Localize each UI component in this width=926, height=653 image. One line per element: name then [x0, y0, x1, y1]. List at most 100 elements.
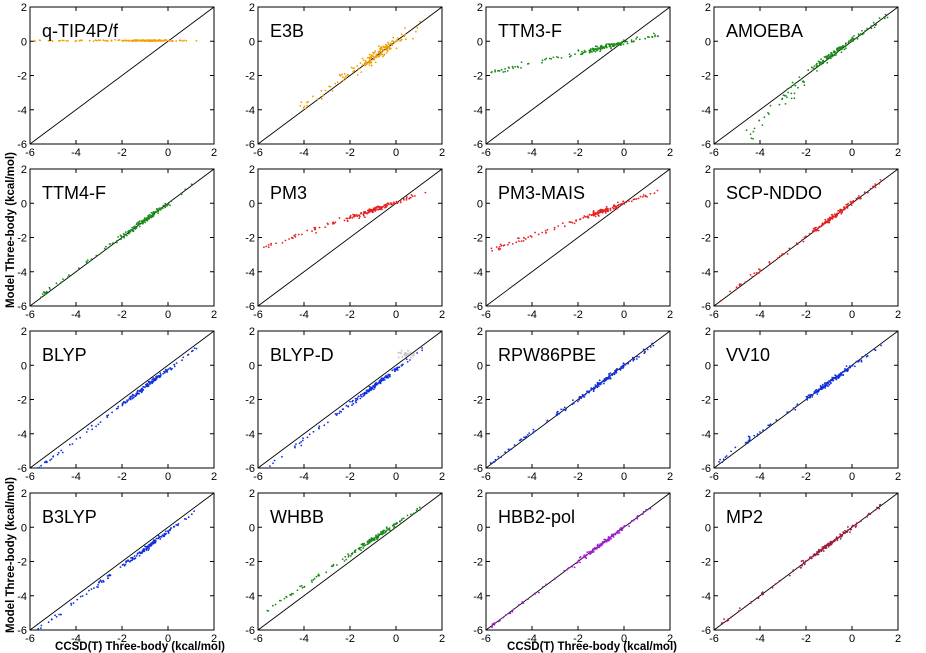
data-point	[840, 51, 843, 54]
data-point	[121, 404, 124, 407]
data-point	[150, 39, 153, 42]
data-point	[799, 566, 802, 569]
data-point	[281, 455, 283, 458]
y-tick-label: -2	[245, 557, 255, 569]
data-point	[630, 40, 633, 43]
data-point	[610, 538, 612, 540]
data-point	[786, 253, 789, 255]
x-tick-label: 2	[895, 471, 901, 483]
y-tick-label: 0	[705, 198, 711, 210]
data-point	[803, 84, 806, 87]
identity-line	[29, 6, 215, 145]
data-point	[832, 51, 835, 53]
identity-line	[257, 6, 443, 145]
data-point	[568, 53, 571, 56]
data-point	[788, 247, 791, 250]
scatter-points	[299, 20, 421, 110]
data-point	[142, 550, 145, 553]
panel-amoeba: -6-6 -4 -4 -2 -2 0 0 2 2 AMOEBA	[701, 2, 901, 159]
data-point	[590, 552, 592, 554]
data-point	[367, 541, 369, 543]
data-point	[813, 554, 816, 556]
data-point	[324, 226, 327, 229]
data-point	[318, 226, 321, 229]
data-point	[620, 366, 623, 368]
data-point	[826, 382, 829, 385]
data-point	[42, 291, 45, 293]
data-point	[840, 213, 843, 215]
data-point	[571, 564, 574, 567]
data-point	[756, 272, 759, 275]
data-point	[164, 39, 167, 41]
data-point	[114, 39, 116, 41]
data-point	[514, 65, 517, 68]
data-point	[93, 587, 95, 589]
y-tick-label: 0	[21, 360, 27, 372]
data-point	[599, 47, 602, 49]
data-point	[95, 425, 97, 428]
data-point	[404, 33, 406, 36]
data-point	[183, 517, 186, 520]
data-point	[773, 260, 776, 262]
panel-grid: -6-6-4-4-2-20022q-TIP4P/f-6-6-4-4-2-2002…	[17, 2, 901, 645]
data-point	[593, 48, 595, 51]
data-point	[293, 234, 295, 237]
data-point	[46, 461, 48, 463]
data-point	[85, 593, 88, 595]
data-point	[841, 209, 843, 212]
data-point	[388, 46, 391, 49]
data-point	[592, 214, 595, 217]
data-point	[103, 247, 106, 250]
data-point	[839, 373, 842, 376]
data-point	[126, 399, 128, 402]
data-point	[295, 443, 297, 445]
data-point	[854, 37, 857, 40]
x-tick-label: -4	[527, 147, 537, 159]
data-point	[409, 359, 411, 361]
data-point	[844, 531, 847, 534]
data-point	[596, 45, 599, 48]
identity-line	[485, 168, 671, 307]
data-point	[164, 206, 167, 209]
data-point	[146, 217, 148, 219]
data-point	[375, 381, 377, 384]
data-point	[94, 39, 97, 41]
data-point	[817, 229, 820, 232]
data-point	[654, 34, 656, 36]
data-point	[381, 55, 384, 58]
data-point	[356, 215, 359, 218]
data-point	[497, 455, 500, 458]
data-point	[557, 412, 559, 415]
data-point	[193, 510, 196, 513]
data-point	[138, 220, 141, 223]
data-point	[597, 210, 600, 212]
data-point	[147, 546, 150, 549]
data-point	[146, 382, 149, 385]
data-point	[614, 532, 616, 535]
y-tick-label: -2	[17, 395, 27, 407]
data-point	[622, 39, 625, 41]
data-point	[817, 390, 820, 393]
data-point	[147, 214, 150, 217]
x-tick-label: -2	[801, 147, 811, 159]
data-point	[399, 521, 401, 523]
data-point	[625, 201, 628, 204]
data-point	[157, 537, 159, 540]
data-point	[849, 366, 852, 369]
data-point	[719, 299, 722, 302]
data-point	[154, 379, 157, 381]
data-point	[179, 39, 182, 42]
data-point	[279, 599, 282, 602]
data-point	[155, 40, 157, 43]
data-point	[824, 387, 827, 389]
data-point	[813, 65, 816, 67]
data-point	[140, 39, 143, 42]
panel-title: WHBB	[270, 507, 324, 527]
data-point	[518, 439, 521, 442]
data-point	[184, 188, 187, 191]
data-point	[622, 43, 625, 46]
data-point	[845, 206, 847, 209]
data-point	[841, 47, 843, 49]
data-point	[721, 461, 724, 463]
